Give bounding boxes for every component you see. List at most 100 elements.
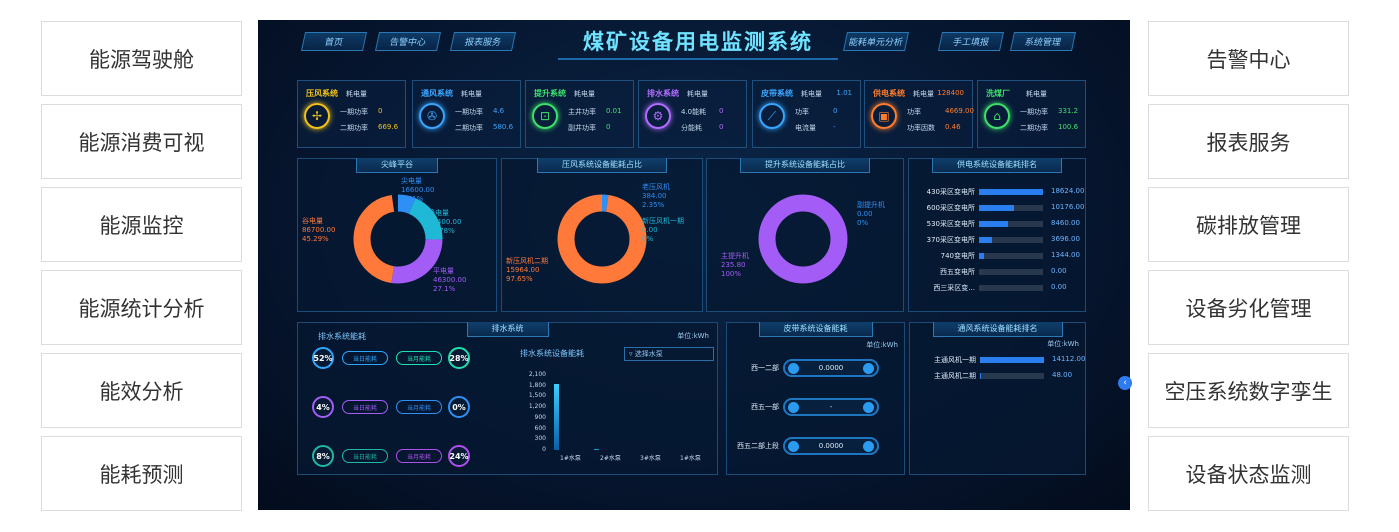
system-card[interactable]: 排水系统 耗电量 ⚙ 4.0能耗 0 分能耗 0 [638,80,747,148]
menu-button-left-1[interactable]: 能源消费可视 [41,104,242,179]
gauge-left: 8% [312,445,334,467]
x-tick-label: 1#水泵 [560,455,581,462]
y-tick-label: 1,200 [528,403,546,411]
x-tick-label: 3#水泵 [640,455,661,462]
card-row-label: 副井功率 [568,124,596,132]
donut-slice[interactable] [353,194,443,284]
unit-label: 单位:kWh [677,332,709,340]
rank-bar-track [979,221,1043,227]
card-row-value: 0.01 [606,107,622,115]
card-row-label: 二期功率 [1020,124,1048,132]
slice-label: 尖电量 16600.00 6.41% [401,177,434,204]
menu-button-left-0[interactable]: 能源驾驶舱 [41,21,242,96]
pill-left[interactable]: 当日能耗 [342,400,388,414]
rank-row: 370采区变电所 3696.00 [915,235,1080,245]
card-head-label: 耗电量 [461,90,482,98]
menu-button-left-4[interactable]: 能效分析 [41,353,242,428]
slice-value: 0.00 [642,226,658,234]
unit-label: 单位:kWh [866,341,898,349]
slice-name: 平电量 [433,267,454,275]
slice-label: 老压风机 384.00 2.35% [642,183,670,210]
rank-value: 0.00 [1051,267,1067,275]
panel-title: 供电系统设备能耗排名 [932,158,1062,173]
system-card[interactable]: 洗煤厂 耗电量 ⌂ 一期功率 331.2 二期功率 100.6 [977,80,1086,148]
menu-button-left-3[interactable]: 能源统计分析 [41,270,242,345]
pump-select-placeholder: 选择水泵 [634,350,663,358]
rank-bar-track [979,237,1043,243]
belt-indicator: 0.0000 [783,437,879,455]
slice-pct: 2.35% [642,201,665,209]
nav-button[interactable]: 首页 [300,32,368,51]
rank-bar-track [980,373,1044,379]
card-row-label: 分能耗 [681,124,702,132]
card-row-value: 0 [833,107,838,115]
rank-name: 530采区变电所 [926,220,975,228]
system-card[interactable]: 提升系统 耗电量 ⊡ 主井功率 0.01 副井功率 0 [525,80,634,148]
donut-chart [557,194,647,284]
card-row-value: 100.6 [1058,123,1079,131]
pill-right[interactable]: 当月能耗 [396,400,442,414]
pill-left[interactable]: 当日能耗 [342,449,388,463]
menu-button-right-1[interactable]: 报表服务 [1148,104,1349,179]
panel-title: 尖峰平谷 [356,158,438,173]
pump-select[interactable]: ▿ 选择水泵 [624,347,714,361]
belt-indicator: 0.0000 [783,359,879,377]
slice-name: 谷电量 [302,217,323,225]
panel-title: 提升系统设备能耗占比 [740,158,870,173]
menu-button-left-5[interactable]: 能耗预测 [41,436,242,511]
slice-name: 副提升机 [857,201,885,209]
menu-button-right-3[interactable]: 设备劣化管理 [1148,270,1349,345]
card-row-value: 0 [378,107,383,115]
donut-slice[interactable] [353,194,443,284]
card-head-label: 耗电量 [801,90,822,98]
dashboard-title: 煤矿设备用电监测系统 [558,24,838,60]
menu-button-right-5[interactable]: 设备状态监测 [1148,436,1349,511]
x-tick-label: 2#水泵 [600,455,621,462]
belt-value: 0.0000 [818,364,844,372]
card-head-label: 耗电量 [687,90,708,98]
hoist-icon: ⊡ [532,103,558,129]
rank-row: 530采区变电所 8460.00 [915,219,1080,229]
belt-value: 0.0000 [818,442,844,450]
collapse-chevron-icon[interactable]: ‹ [1118,376,1132,390]
pill-right[interactable]: 当月能耗 [396,449,442,463]
nav-button[interactable]: 告警中心 [374,32,442,51]
y-tick-label: 900 [534,413,546,421]
nav-button[interactable]: 手工填报 [937,32,1005,51]
slice-value: 15964.00 [506,266,540,274]
menu-button-right-4[interactable]: 空压系统数字孪生 [1148,353,1349,428]
donut-slice[interactable] [353,194,443,284]
bar[interactable] [554,383,559,450]
coal-washing-icon: ⌂ [984,103,1010,129]
menu-button-right-2[interactable]: 碳排放管理 [1148,187,1349,262]
system-card[interactable]: 压风系统 耗电量 ✢ 一期功率 0 二期功率 669.6 [297,80,406,148]
rank-name: 430采区变电所 [926,188,975,196]
bar[interactable] [594,448,599,450]
rank-row: 主通风机一期 14112.00 [916,355,1085,365]
roller-icon [788,402,799,413]
rank-bar-track [980,357,1044,363]
nav-button[interactable]: 系统管理 [1009,32,1077,51]
nav-button[interactable]: 报表服务 [449,32,517,51]
rank-value: 14112.00 [1052,355,1086,363]
menu-button-left-2[interactable]: 能源监控 [41,187,242,262]
card-row-label: 二期功率 [340,124,368,132]
system-card[interactable]: 供电系统 耗电量 128400 ▣ 功率 4669.00 功率因数 0.46 [864,80,974,148]
system-card[interactable]: 皮带系统 耗电量 1.01 ⟋ 功率 0 电流量 - [752,80,861,148]
card-row-value: 4.6 [493,107,505,115]
donut-slice[interactable] [353,194,443,284]
system-card[interactable]: 通风系统 耗电量 ✇ 一期功率 4.6 二期功率 580.6 [412,80,521,148]
donut-slice[interactable] [557,194,647,284]
pill-right[interactable]: 当月能耗 [396,351,442,365]
menu-button-right-0[interactable]: 告警中心 [1148,21,1349,96]
ventilation-rank-panel: 通风系统设备能耗排名 单位:kWh 主通风机一期 14112.00 主通风机二期 48.0… [909,322,1086,475]
nav-button[interactable]: 能耗单元分析 [842,32,910,51]
card-row-label: 一期功率 [1020,108,1048,116]
belt-value: - [829,403,833,411]
slice-pct: 18.78% [428,227,455,235]
gauge-right: 28% [448,347,470,369]
pill-left[interactable]: 当日能耗 [342,351,388,365]
power-supply-icon: ▣ [871,103,897,129]
card-title: 压风系统 [306,89,338,98]
donut-slice[interactable] [758,194,848,284]
